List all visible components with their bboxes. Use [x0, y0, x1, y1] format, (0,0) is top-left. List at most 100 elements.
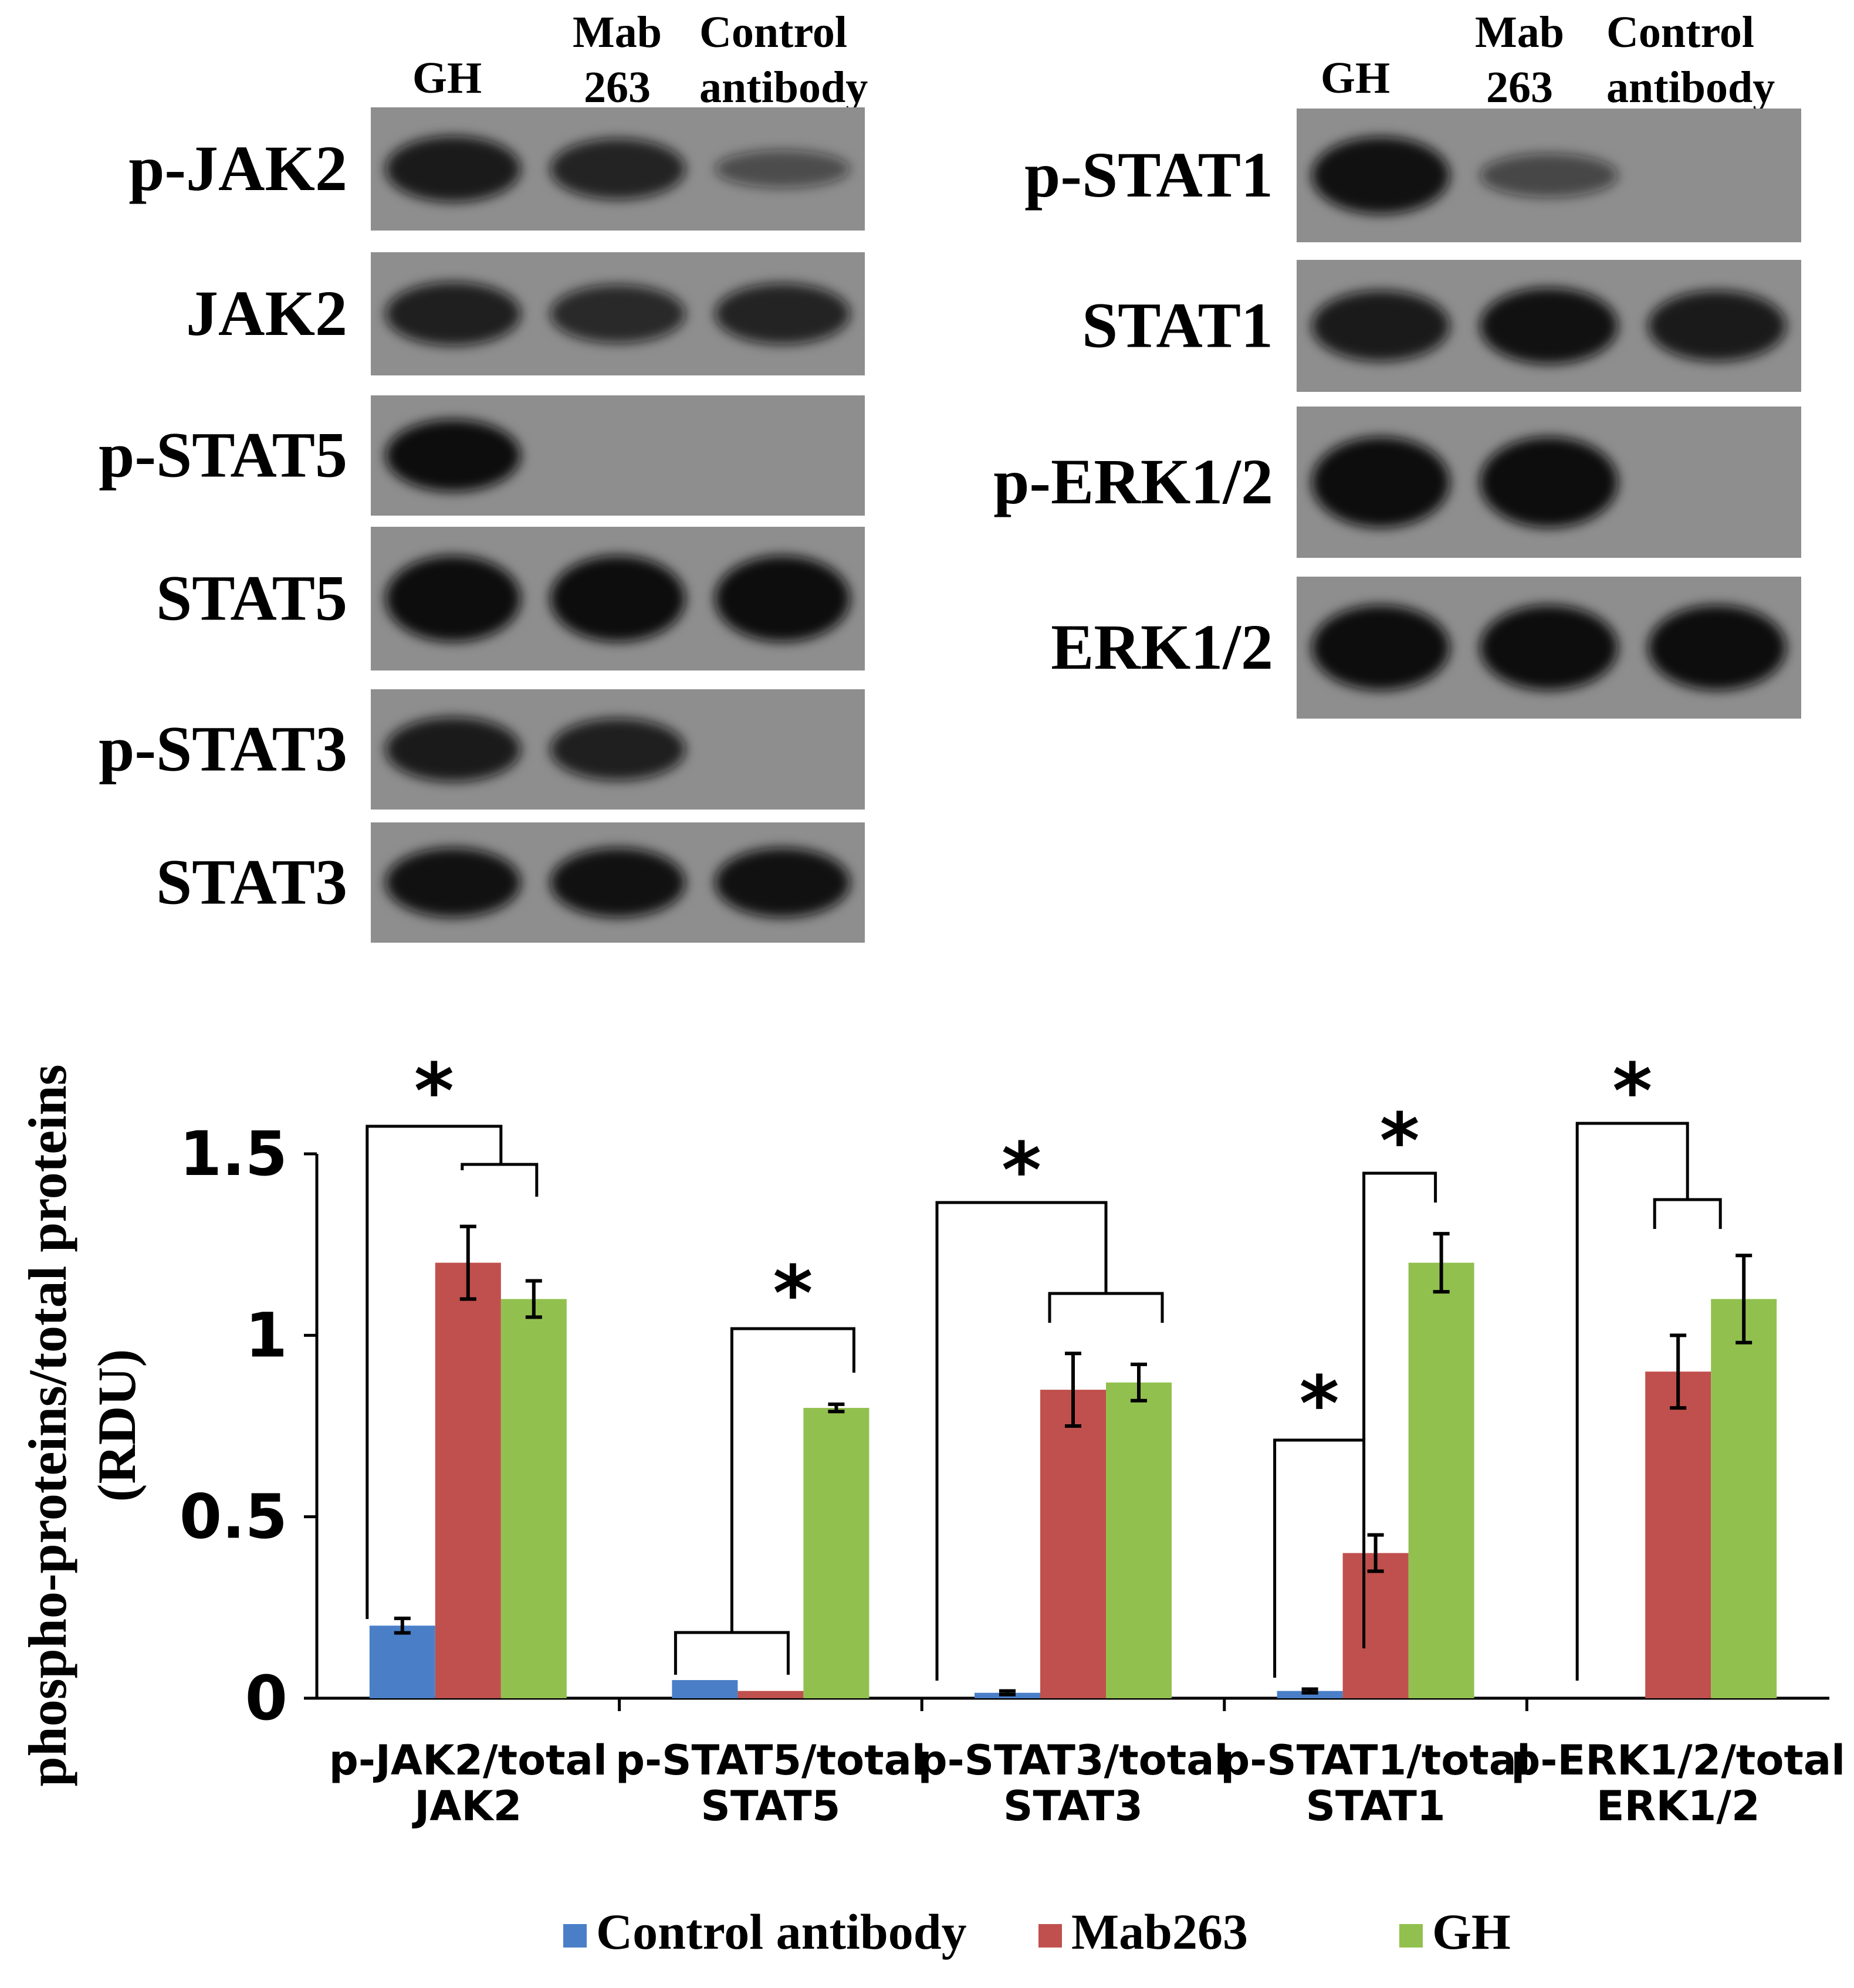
- sig-bracket-inner: [674, 1631, 790, 1675]
- sig-bracket-outer: [730, 1327, 855, 1633]
- blot-band: [715, 283, 850, 344]
- y-tick-label: 0.5: [180, 1481, 287, 1553]
- x-tick-label: STAT1: [1306, 1782, 1446, 1830]
- blot-band: [385, 419, 521, 492]
- blot-band: [550, 718, 686, 781]
- legend-label: Mab263: [1071, 1904, 1248, 1960]
- x-tick-label: JAK2: [412, 1782, 522, 1830]
- blot-band: [715, 556, 850, 642]
- blot-band: [1311, 436, 1450, 528]
- x-tick-label: p-STAT3/total: [918, 1736, 1229, 1784]
- blot-band: [1480, 436, 1618, 528]
- x-tick-label: p-ERK1/2/total: [1511, 1736, 1845, 1784]
- sig-bracket-lower: [1273, 1438, 1366, 1678]
- lane-header: 263: [584, 63, 651, 112]
- lane-header: Mab: [1475, 8, 1564, 57]
- lane-header: GH: [412, 53, 482, 103]
- blot-row-label: JAK2: [186, 277, 347, 349]
- blot-band: [385, 282, 521, 346]
- blot-band: [385, 848, 521, 917]
- significance-star: *: [1380, 1096, 1420, 1186]
- blot-band: [385, 136, 521, 202]
- bar: [1040, 1390, 1106, 1698]
- blot-band: [1311, 136, 1450, 215]
- legend-swatch: [563, 1924, 587, 1948]
- blot-band: [550, 556, 686, 642]
- blot-band: [1648, 605, 1787, 690]
- blot-row-label: p-STAT3: [99, 713, 347, 785]
- lane-header: GH: [1321, 53, 1390, 103]
- bar: [1106, 1382, 1172, 1698]
- blot-band: [550, 285, 686, 343]
- legend-item: Control antibody: [563, 1904, 967, 1960]
- sig-bracket-inner: [1048, 1292, 1164, 1323]
- bar: [1277, 1691, 1343, 1698]
- legend-swatch: [1038, 1924, 1062, 1948]
- legend-swatch: [1399, 1924, 1423, 1948]
- bar: [435, 1262, 501, 1698]
- significance-star: *: [1300, 1359, 1339, 1448]
- blot-band: [715, 150, 850, 188]
- right-blot-panel: GH Mab 263 Control antibody p-STAT1 STAT1 p-ERK…: [993, 8, 1801, 719]
- blot-band: [550, 138, 686, 199]
- x-tick-label: p-STAT1/total: [1220, 1736, 1531, 1784]
- blot-row-label: p-JAK2: [128, 133, 347, 204]
- lane-header: Control: [1606, 8, 1754, 57]
- bar: [500, 1299, 567, 1698]
- x-tick-label: STAT3: [1003, 1782, 1143, 1830]
- sig-bracket-upper: [1362, 1171, 1437, 1440]
- legend-label: Control antibody: [596, 1904, 967, 1960]
- bar: [369, 1625, 435, 1698]
- x-tick-label: STAT5: [701, 1782, 840, 1830]
- lane-header: 263: [1486, 63, 1553, 112]
- sig-bracket-outer: [935, 1201, 1108, 1681]
- blot-band: [550, 848, 686, 917]
- significance-star: *: [773, 1249, 813, 1338]
- sig-bracket-outer: [1575, 1122, 1689, 1681]
- left-blot-panel: GH Mab 263 Control antibody p-JAK2 JAK2 p-STAT5…: [99, 8, 868, 943]
- significance-star: *: [1612, 1047, 1652, 1136]
- bar: [1711, 1299, 1777, 1698]
- significance-star: *: [414, 1047, 454, 1136]
- western-blots: GH Mab 263 Control antibody p-JAK2 JAK2 p-STAT5…: [99, 8, 1801, 943]
- blot-band: [1311, 605, 1450, 690]
- y-axis-title-line: (RDU): [87, 1349, 147, 1502]
- y-axis-title-line: phospho-proteins/total proteins: [18, 1064, 77, 1786]
- blot-band: [1480, 153, 1618, 198]
- x-tick-label: ERK1/2: [1596, 1782, 1760, 1830]
- sig-bracket-outer: [366, 1125, 503, 1619]
- blot-band: [1311, 290, 1450, 361]
- sig-bracket-inner: [461, 1163, 539, 1197]
- bar: [1645, 1371, 1711, 1698]
- lane-header: Mab: [573, 8, 662, 57]
- x-tick-label: p-STAT5/total: [615, 1736, 926, 1784]
- x-tick-label: p-JAK2/total: [329, 1736, 607, 1784]
- bar: [1408, 1262, 1474, 1698]
- blot-band: [1480, 287, 1618, 364]
- sig-bracket-inner: [1653, 1198, 1722, 1229]
- blot-row-label: p-ERK1/2: [993, 446, 1273, 517]
- blot-row-label: p-STAT1: [1024, 139, 1273, 211]
- blot-band: [385, 717, 521, 782]
- blot-row-label: p-STAT5: [99, 419, 347, 491]
- blot-band: [1480, 605, 1618, 690]
- bar: [1342, 1553, 1409, 1698]
- lane-header: antibody: [699, 63, 868, 112]
- legend-label: GH: [1432, 1904, 1511, 1960]
- y-tick-label: 1.5: [180, 1118, 287, 1190]
- bar: [803, 1408, 870, 1698]
- blot-row-label: ERK1/2: [1051, 611, 1273, 683]
- blot-row-label: STAT5: [156, 563, 347, 634]
- bar-chart: 0 0.5 1 1.5 phospho-proteins/total proteins(…: [18, 1047, 1845, 1960]
- bar: [672, 1680, 738, 1698]
- blot-row-label: STAT1: [1082, 290, 1273, 361]
- y-tick-label: 0: [245, 1662, 287, 1734]
- bar: [737, 1691, 804, 1698]
- y-tick-label: 1: [245, 1299, 287, 1371]
- legend-item: Mab263: [1038, 1904, 1248, 1960]
- significance-star: *: [1002, 1126, 1041, 1215]
- blot-band: [1648, 290, 1787, 361]
- blot-row-label: STAT3: [156, 846, 347, 918]
- blot-band: [715, 848, 850, 917]
